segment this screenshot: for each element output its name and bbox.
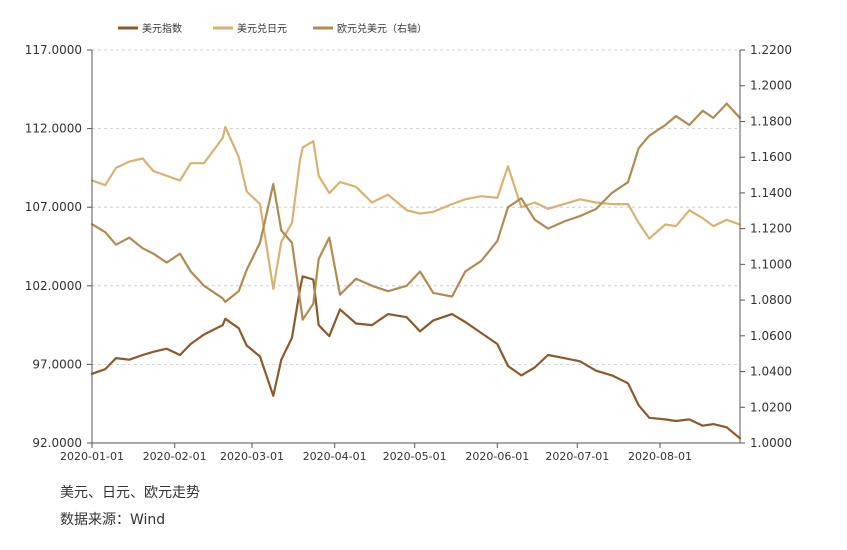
legend-label: 美元指数 (142, 22, 182, 35)
axes: 92.0000 97.0000 102.0000 107.0000 112.0000 11… (25, 43, 792, 463)
left-tick-label: 102.0000 (25, 279, 82, 293)
x-tick-label: 2020-01-01 (60, 450, 124, 463)
left-tick-label: 117.0000 (25, 43, 82, 57)
x-tick-label: 2020-05-01 (383, 450, 447, 463)
legend-label: 美元兑日元 (237, 22, 287, 35)
right-tick-label: 1.0400 (750, 365, 792, 379)
left-tick-label: 97.0000 (32, 357, 82, 371)
grid-lines (92, 49, 740, 444)
right-tick-label: 1.2200 (750, 43, 792, 57)
x-tick-label: 2020-02-01 (143, 450, 207, 463)
data-source-note: 数据来源：Wind (60, 512, 166, 528)
right-tick-label: 1.1000 (750, 257, 792, 271)
x-tick-label: 2020-06-01 (465, 450, 529, 463)
series-line-2 (90, 102, 742, 321)
legend: 美元指数 美元兑日元 欧元兑美元（右轴） (118, 22, 427, 35)
x-tick-label: 2020-08-01 (628, 450, 692, 463)
chart-caption: 美元、日元、欧元走势 (60, 485, 200, 501)
right-tick-label: 1.0200 (750, 400, 792, 414)
right-tick-label: 1.0600 (750, 329, 792, 343)
right-tick-label: 1.0000 (750, 436, 792, 450)
x-tick-label: 2020-03-01 (220, 450, 284, 463)
right-tick-label: 1.1400 (750, 186, 792, 200)
left-tick-label: 107.0000 (25, 200, 82, 214)
left-tick-label: 92.0000 (32, 436, 82, 450)
series-line-1 (90, 125, 742, 290)
right-tick-label: 1.0800 (750, 293, 792, 307)
right-tick-label: 1.1200 (750, 222, 792, 236)
series-layer (90, 102, 742, 440)
left-tick-label: 112.0000 (25, 122, 82, 136)
right-tick-label: 1.1600 (750, 150, 792, 164)
right-tick-label: 1.1800 (750, 114, 792, 128)
x-tick-label: 2020-04-01 (303, 450, 367, 463)
series-line-0 (90, 275, 742, 440)
x-tick-label: 2020-07-01 (545, 450, 609, 463)
legend-label: 欧元兑美元（右轴） (337, 22, 427, 35)
fx-line-chart: 美元指数 美元兑日元 欧元兑美元（右轴） 92.0000 97.0000 102.000… (25, 22, 792, 463)
right-tick-label: 1.2000 (750, 79, 792, 93)
